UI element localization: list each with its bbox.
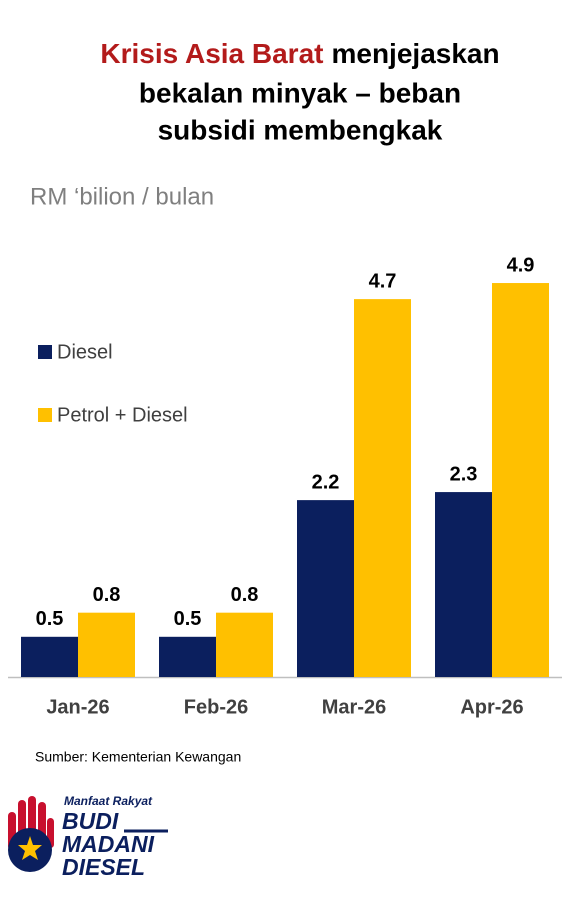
x-tick-label: Apr-26	[460, 696, 523, 718]
logo-text: DIESEL	[62, 854, 145, 880]
x-tick-label: Mar-26	[322, 696, 386, 718]
legend-swatch	[38, 408, 52, 422]
data-label: 2.2	[312, 471, 340, 493]
source: Sumber: Kementerian Kewangan	[35, 749, 241, 765]
title-line: menjejaskan	[331, 38, 499, 69]
logo-text: BUDI	[62, 808, 119, 834]
data-label: 4.7	[369, 270, 397, 292]
bar	[354, 299, 411, 677]
bar	[492, 283, 549, 677]
data-label: 0.8	[231, 584, 259, 606]
logo-text: MADANI	[62, 831, 155, 857]
bar	[78, 612, 135, 677]
bar	[435, 492, 492, 677]
bar	[297, 500, 354, 677]
data-label: 0.5	[174, 608, 202, 630]
data-label: 0.8	[93, 584, 121, 606]
x-tick-label: Jan-26	[46, 696, 109, 718]
x-tick-label: Feb-26	[184, 696, 248, 718]
logo-icon	[8, 796, 54, 872]
legend-label: Diesel	[57, 341, 113, 363]
data-label: 4.9	[507, 254, 535, 276]
chart-title: Krisis Asia Barat menjejaskan	[100, 38, 499, 69]
bar	[216, 612, 273, 677]
legend-swatch	[38, 345, 52, 359]
bar	[21, 636, 78, 677]
title-line: subsidi membengkak	[158, 114, 443, 145]
data-label: 2.3	[450, 463, 478, 485]
subtitle: RM ‘bilion / bulan	[30, 183, 214, 210]
logo-tagline: Manfaat Rakyat	[64, 794, 153, 808]
legend-label: Petrol + Diesel	[57, 404, 188, 426]
data-label: 0.5	[36, 608, 64, 630]
title-line: bekalan minyak – beban	[139, 77, 461, 108]
bar	[159, 636, 216, 677]
title-highlight: Krisis Asia Barat	[100, 38, 323, 69]
